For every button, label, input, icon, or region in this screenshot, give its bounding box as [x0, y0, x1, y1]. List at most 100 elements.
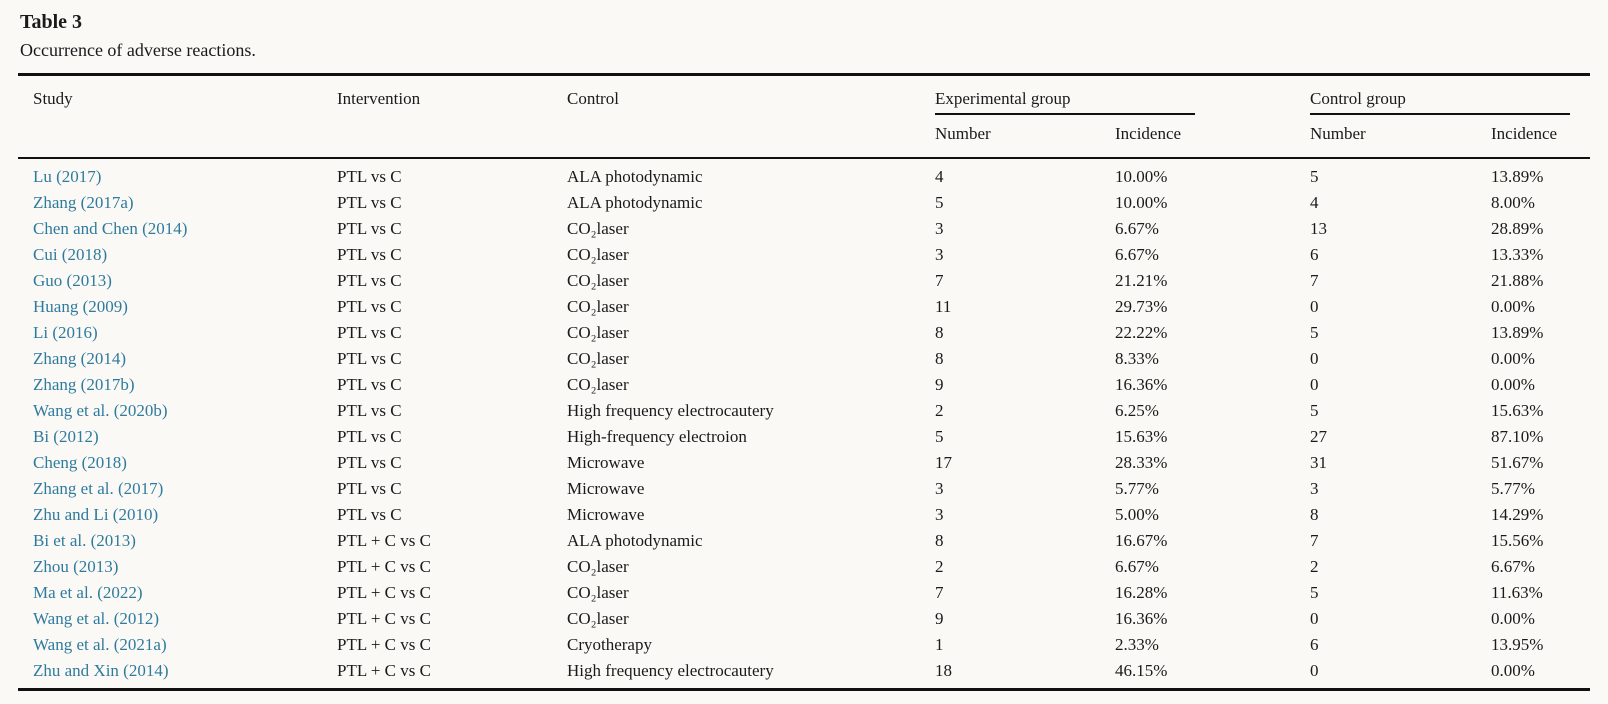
study-cell: Wang et al. (2020b) [18, 398, 337, 424]
study-citation-link[interactable]: Zhu and Li (2010) [33, 504, 159, 524]
header-spacer-study [18, 114, 337, 159]
control-number-cell: 5 [1310, 582, 1319, 602]
experimental-number-cell: 8 [935, 530, 944, 550]
intervention-cell: PTL vs C [337, 166, 402, 186]
study-citation-link[interactable]: Zhang et al. (2017) [33, 478, 164, 498]
control-cell: CO₂laser [567, 244, 629, 264]
table-row: Zhang et al. (2017) PTL vs C Microwave 3… [18, 476, 1590, 502]
table-caption: Occurrence of adverse reactions. [20, 40, 256, 60]
table-row: Guo (2013) PTL vs C CO₂laser 7 21.21% 7 … [18, 268, 1590, 294]
experimental-incidence-cell: 16.36% [1115, 608, 1168, 628]
study-citation-link[interactable]: Zhang (2017b) [33, 374, 135, 394]
control-cell: CO₂laser [567, 608, 629, 628]
control-number-cell: 7 [1310, 270, 1319, 290]
table-row: Li (2016) PTL vs C CO₂laser 8 22.22% 5 1… [18, 320, 1590, 346]
intervention-cell: PTL vs C [337, 400, 402, 420]
study-citation-link[interactable]: Wang et al. (2012) [33, 608, 160, 628]
study-citation-link[interactable]: Cui (2018) [33, 244, 108, 264]
study-citation-link[interactable]: Chen and Chen (2014) [33, 218, 188, 238]
study-citation-link[interactable]: Li (2016) [33, 322, 98, 342]
intervention-cell: PTL vs C [337, 504, 402, 524]
table-row: Chen and Chen (2014) PTL vs C CO₂laser 3… [18, 216, 1590, 242]
intervention-cell: PTL vs C [337, 348, 402, 368]
study-cell: Cui (2018) [18, 242, 337, 268]
control-incidence-cell: 51.67% [1491, 452, 1544, 472]
table-body: Lu (2017) PTL vs C ALA photodynamic 4 10… [18, 158, 1590, 691]
intervention-cell: PTL vs C [337, 192, 402, 212]
study-citation-link[interactable]: Cheng (2018) [33, 452, 127, 472]
experimental-incidence-cell: 10.00% [1115, 166, 1168, 186]
study-citation-link[interactable]: Ma et al. (2022) [33, 582, 143, 602]
study-citation-link[interactable]: Guo (2013) [33, 270, 112, 290]
control-number-cell: 0 [1310, 296, 1319, 316]
experimental-incidence-cell: 28.33% [1115, 452, 1168, 472]
experimental-number-cell: 8 [935, 348, 944, 368]
control-incidence-cell: 6.67% [1491, 556, 1535, 576]
column-group-experimental: Experimental group [935, 73, 1310, 115]
table-header: Study Intervention Control Experimental … [18, 73, 1590, 159]
study-cell: Cheng (2018) [18, 450, 337, 476]
study-cell: Huang (2009) [18, 294, 337, 320]
control-incidence-cell: 13.33% [1491, 244, 1544, 264]
control-number-cell: 2 [1310, 556, 1319, 576]
control-cell: CO₂laser [567, 270, 629, 290]
control-cell: ALA photodynamic [567, 192, 703, 212]
table-row: Cui (2018) PTL vs C CO₂laser 3 6.67% 6 1… [18, 242, 1590, 268]
intervention-cell: PTL + C vs C [337, 530, 431, 550]
study-citation-link[interactable]: Lu (2017) [33, 166, 102, 186]
study-cell: Li (2016) [18, 320, 337, 346]
study-citation-link[interactable]: Zhou (2013) [33, 556, 119, 576]
control-number-cell: 5 [1310, 322, 1319, 342]
study-citation-link[interactable]: Wang et al. (2020b) [33, 400, 168, 420]
intervention-cell: PTL vs C [337, 270, 402, 290]
study-citation-link[interactable]: Wang et al. (2021a) [33, 634, 167, 654]
study-citation-link[interactable]: Zhang (2017a) [33, 192, 134, 212]
experimental-number-cell: 2 [935, 556, 944, 576]
study-citation-link[interactable]: Bi (2012) [33, 426, 99, 446]
study-citation-link[interactable]: Zhang (2014) [33, 348, 127, 368]
intervention-cell: PTL vs C [337, 244, 402, 264]
experimental-number-cell: 3 [935, 244, 944, 264]
table-row: Zhang (2017b) PTL vs C CO₂laser 9 16.36%… [18, 372, 1590, 398]
table-row: Huang (2009) PTL vs C CO₂laser 11 29.73%… [18, 294, 1590, 320]
experimental-incidence-cell: 5.77% [1115, 478, 1159, 498]
study-citation-link[interactable]: Bi et al. (2013) [33, 530, 136, 550]
table-row: Bi et al. (2013) PTL + C vs C ALA photod… [18, 528, 1590, 554]
study-cell: Bi et al. (2013) [18, 528, 337, 554]
control-cell: Cryotherapy [567, 634, 652, 654]
column-group-control: Control group [1310, 73, 1590, 115]
control-number-cell: 31 [1310, 452, 1327, 472]
control-incidence-cell: 0.00% [1491, 657, 1590, 691]
experimental-number-cell: 17 [935, 452, 952, 472]
experimental-number-cell: 8 [935, 322, 944, 342]
control-number-cell: 4 [1310, 192, 1319, 212]
experimental-group-label: Experimental group [935, 88, 1195, 115]
control-cell: CO₂laser [567, 374, 629, 394]
intervention-cell: PTL vs C [337, 218, 402, 238]
adverse-reactions-table: Study Intervention Control Experimental … [18, 73, 1590, 691]
control-cell: ALA photodynamic [567, 166, 703, 186]
control-cell: Microwave [567, 478, 645, 498]
study-cell: Zhang (2014) [18, 346, 337, 372]
intervention-cell: PTL vs C [337, 322, 402, 342]
header-spacer-control [567, 114, 935, 159]
experimental-incidence-cell: 10.00% [1115, 192, 1168, 212]
study-cell: Wang et al. (2012) [18, 606, 337, 632]
intervention-cell: PTL vs C [337, 374, 402, 394]
control-cell: High frequency electrocautery [567, 400, 774, 420]
control-number-cell: 27 [1310, 426, 1327, 446]
control-cell: Microwave [567, 504, 645, 524]
intervention-cell: PTL vs C [337, 296, 402, 316]
experimental-incidence-cell: 6.25% [1115, 400, 1159, 420]
study-cell: Zhu and Li (2010) [18, 502, 337, 528]
experimental-incidence-cell: 15.63% [1115, 426, 1168, 446]
study-cell: Bi (2012) [18, 424, 337, 450]
study-cell: Guo (2013) [18, 268, 337, 294]
control-number-cell: 5 [1310, 166, 1319, 186]
control-incidence-cell: 13.89% [1491, 322, 1544, 342]
column-header-exp-number: Number [935, 114, 1115, 159]
study-citation-link[interactable]: Huang (2009) [33, 296, 128, 316]
study-citation-link[interactable]: Zhu and Xin (2014) [33, 660, 169, 680]
experimental-number-cell: 7 [935, 582, 944, 602]
